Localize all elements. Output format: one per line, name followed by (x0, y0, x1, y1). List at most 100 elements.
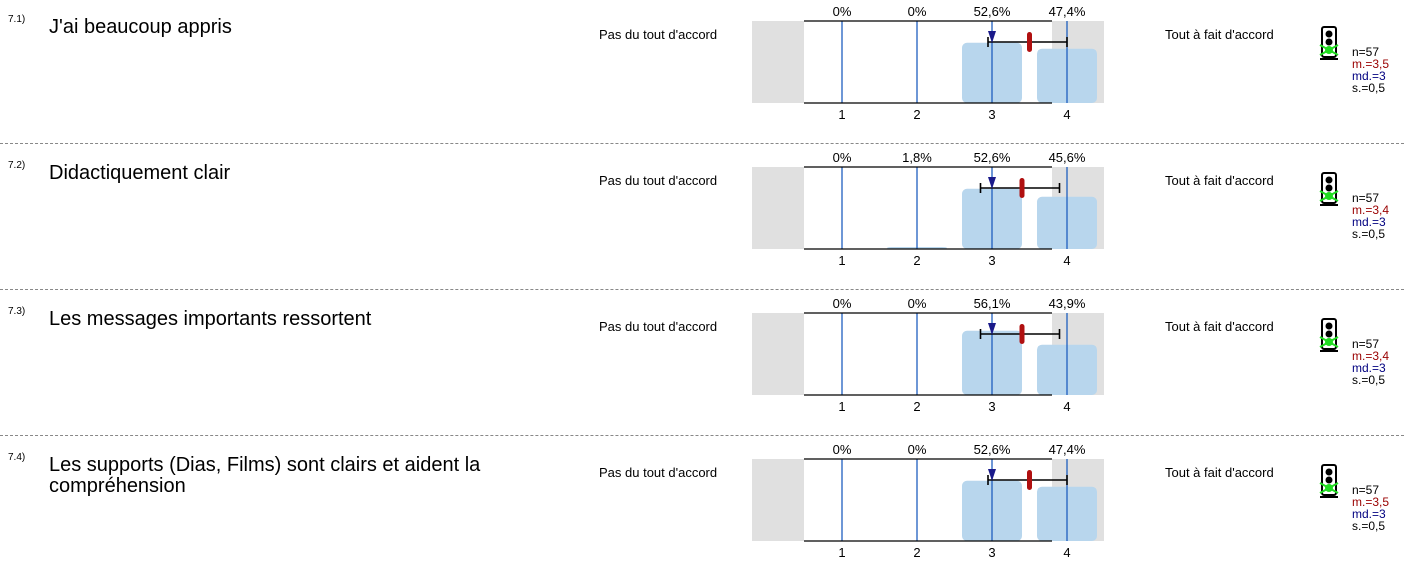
scale-left-label: Pas du tout d'accord (599, 173, 718, 188)
traffic-light-middle (1325, 476, 1333, 484)
mean-marker (1019, 324, 1025, 344)
tick-label: 3 (988, 253, 995, 268)
scale-right-label: Tout à fait d'accord (1165, 173, 1274, 188)
scale-left-label: Pas du tout d'accord (599, 465, 718, 480)
scale-right-label: Tout à fait d'accord (1165, 319, 1274, 334)
statistics: n=57 m.=3,4 md.=3 s.=0,5 (1352, 192, 1389, 240)
stat-sd: s.=0,5 (1352, 373, 1386, 387)
stat-median: md.=3 (1352, 69, 1386, 83)
statistics: n=57 m.=3,5 md.=3 s.=0,5 (1352, 46, 1389, 94)
tick-label: 4 (1063, 253, 1070, 268)
median-marker (988, 31, 996, 43)
stat-mean: m.=3,4 (1352, 349, 1390, 363)
traffic-light-middle (1325, 184, 1333, 192)
tick-label: 1 (838, 399, 845, 414)
question-number: 7.1) (8, 14, 26, 25)
tick-label: 1 (838, 545, 845, 560)
traffic-light-icon (1319, 464, 1339, 498)
distribution-chart: 0% 0% 56,1% 43,9% 1 2 3 4 (752, 296, 1104, 414)
left-side-panel (752, 167, 804, 249)
percent-label: 0% (833, 150, 852, 165)
question-text: J'ai beaucoup appris (49, 16, 232, 38)
percent-label: 0% (833, 442, 852, 457)
tick-label: 2 (913, 399, 920, 414)
percent-label: 45,6% (1049, 150, 1086, 165)
scale-left-label: Pas du tout d'accord (599, 27, 718, 42)
traffic-light-icon (1319, 318, 1339, 352)
question-text: Les supports (Dias, Films) sont clairs e… (49, 454, 481, 497)
tick-label: 4 (1063, 545, 1070, 560)
question-row: 7.4) Les supports (Dias, Films) sont clai… (0, 438, 1404, 583)
percent-label: 43,9% (1049, 296, 1086, 311)
mean-marker (1027, 470, 1032, 490)
traffic-light-ray (1319, 190, 1339, 202)
stat-n: n=57 (1352, 191, 1380, 205)
traffic-light-top (1325, 176, 1333, 184)
tick-label: 2 (913, 107, 920, 122)
row-separator (0, 289, 1404, 290)
median-marker (988, 177, 996, 189)
tick-label: 1 (838, 253, 845, 268)
question-number: 7.4) (8, 452, 26, 463)
median-marker (988, 469, 996, 481)
traffic-light-ray (1319, 44, 1339, 56)
left-side-panel (752, 459, 804, 541)
scale-right-label: Tout à fait d'accord (1165, 27, 1274, 42)
statistics: n=57 m.=3,4 md.=3 s.=0,5 (1352, 338, 1389, 386)
row-separator (0, 435, 1404, 436)
traffic-light-icon (1319, 172, 1339, 206)
stat-n: n=57 (1352, 45, 1380, 59)
stat-median: md.=3 (1352, 507, 1386, 521)
traffic-light-top (1325, 468, 1333, 476)
traffic-light-top (1325, 322, 1333, 330)
percent-label: 52,6% (974, 150, 1011, 165)
distribution-chart: 0% 1,8% 52,6% 45,6% 1 2 3 4 (752, 150, 1104, 268)
percent-label: 0% (908, 296, 927, 311)
stat-sd: s.=0,5 (1352, 81, 1386, 95)
stat-median: md.=3 (1352, 215, 1386, 229)
stat-sd: s.=0,5 (1352, 227, 1386, 241)
stat-n: n=57 (1352, 337, 1380, 351)
percent-label: 52,6% (974, 442, 1011, 457)
percent-label: 0% (833, 296, 852, 311)
traffic-light-icon (1319, 26, 1339, 60)
row-separator (0, 143, 1404, 144)
stat-sd: s.=0,5 (1352, 519, 1386, 533)
question-row: 7.3) Les messages importants ressortent Pa… (0, 292, 1404, 437)
left-side-panel (752, 21, 804, 103)
percent-label: 0% (908, 442, 927, 457)
question-text: Les messages importants ressortent (49, 308, 372, 330)
scale-right-label: Tout à fait d'accord (1165, 465, 1274, 480)
tick-label: 3 (988, 107, 995, 122)
traffic-light-middle (1325, 330, 1333, 338)
percent-label: 56,1% (974, 296, 1011, 311)
tick-label: 2 (913, 253, 920, 268)
percent-label: 52,6% (974, 4, 1011, 19)
stat-mean: m.=3,5 (1352, 57, 1390, 71)
question-row: 7.1) J'ai beaucoup appris Pas du tout d'ac… (0, 0, 1404, 145)
tick-label: 2 (913, 545, 920, 560)
traffic-light-middle (1325, 38, 1333, 46)
percent-label: 0% (908, 4, 927, 19)
distribution-chart: 0% 0% 52,6% 47,4% 1 2 3 4 (752, 4, 1104, 122)
question-row: 7.2) Didactiquement clair Pas du tout d'ac… (0, 146, 1404, 291)
mean-marker (1027, 32, 1032, 52)
question-text: Didactiquement clair (49, 162, 231, 184)
stat-mean: m.=3,4 (1352, 203, 1390, 217)
left-side-panel (752, 313, 804, 395)
tick-label: 3 (988, 545, 995, 560)
stat-median: md.=3 (1352, 361, 1386, 375)
median-marker (988, 323, 996, 335)
traffic-light-top (1325, 30, 1333, 38)
stat-n: n=57 (1352, 483, 1380, 497)
percent-label: 0% (833, 4, 852, 19)
mean-marker (1019, 178, 1025, 198)
traffic-light-ray (1319, 336, 1339, 348)
percent-label: 1,8% (902, 150, 932, 165)
question-number: 7.2) (8, 160, 26, 171)
tick-label: 4 (1063, 399, 1070, 414)
distribution-chart: 0% 0% 52,6% 47,4% 1 2 3 4 (752, 442, 1104, 560)
tick-label: 1 (838, 107, 845, 122)
percent-label: 47,4% (1049, 4, 1086, 19)
stat-mean: m.=3,5 (1352, 495, 1390, 509)
